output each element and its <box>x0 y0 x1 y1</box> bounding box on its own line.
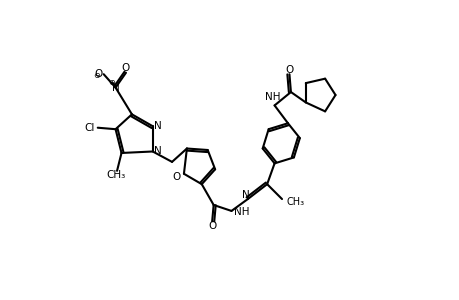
Text: ⊖: ⊖ <box>94 71 101 80</box>
Text: N: N <box>112 82 119 93</box>
Text: O: O <box>94 69 102 79</box>
Text: N: N <box>242 190 250 200</box>
Text: ⊕: ⊕ <box>108 78 115 87</box>
Text: CH₃: CH₃ <box>286 197 304 207</box>
Text: O: O <box>122 63 130 73</box>
Text: O: O <box>285 65 293 75</box>
Text: N: N <box>153 146 161 157</box>
Text: Cl: Cl <box>84 123 95 133</box>
Text: N: N <box>153 121 161 131</box>
Text: CH₃: CH₃ <box>106 170 125 180</box>
Text: O: O <box>172 172 180 182</box>
Text: NH: NH <box>234 207 249 218</box>
Text: NH: NH <box>265 92 280 102</box>
Text: O: O <box>207 221 216 231</box>
